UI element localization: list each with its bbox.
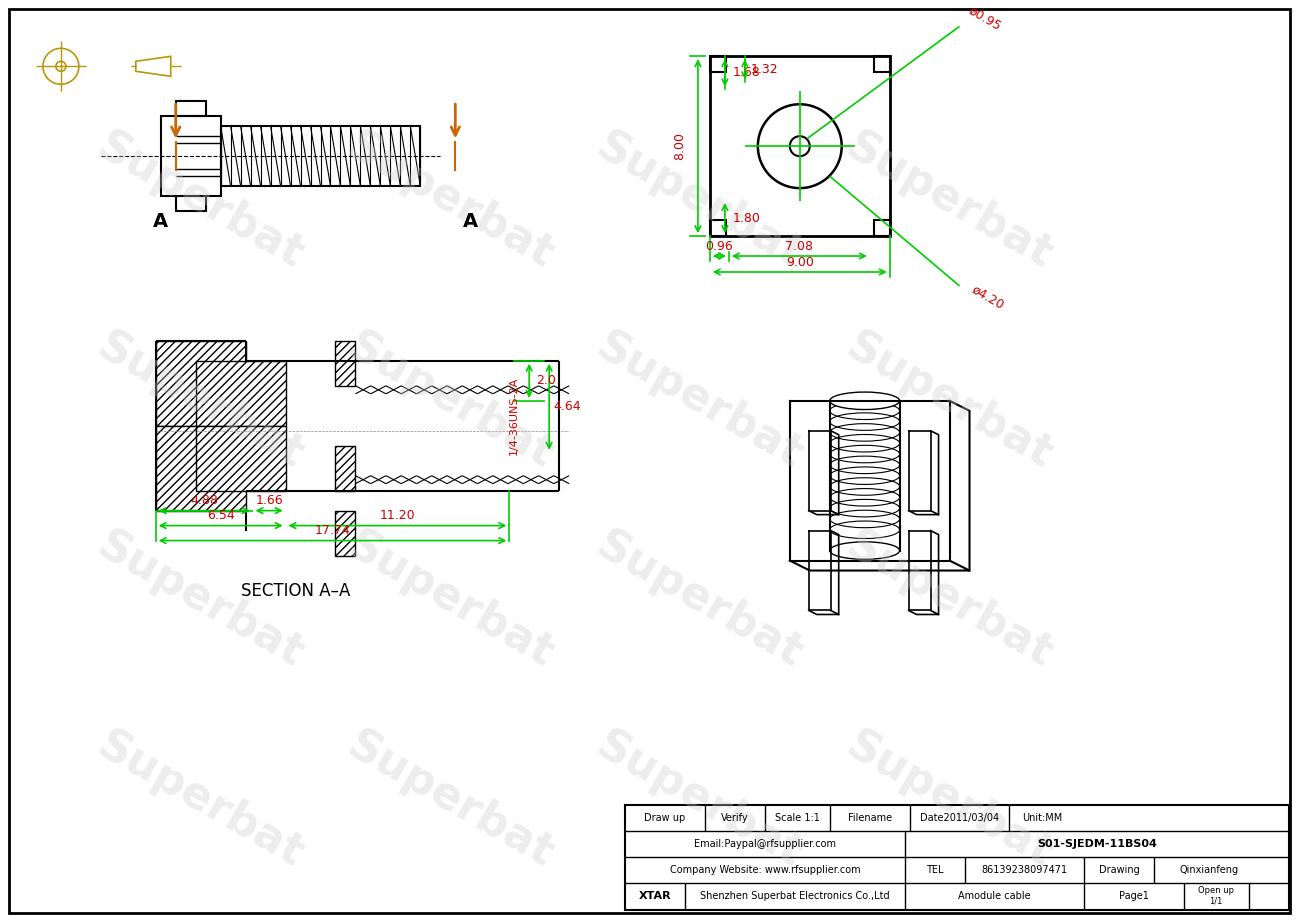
Text: 9.00: 9.00 [786, 255, 813, 269]
Text: 0.96: 0.96 [705, 239, 733, 252]
Text: Date2011/03/04: Date2011/03/04 [920, 813, 999, 823]
Bar [874, 220, 890, 236]
Text: ø4.20: ø4.20 [969, 284, 1005, 312]
Text: Superbat: Superbat [339, 124, 561, 277]
Text: 11.20: 11.20 [379, 509, 416, 522]
Text: 7.08: 7.08 [786, 239, 813, 252]
Text: Verify: Verify [721, 813, 748, 823]
Text: TEL: TEL [926, 865, 943, 875]
Text: Email:Paypal@rfsupplier.com: Email:Paypal@rfsupplier.com [694, 839, 835, 849]
Text: A: A [462, 212, 478, 230]
Text: Unit:MM: Unit:MM [1022, 813, 1063, 823]
Text: Scale 1:1: Scale 1:1 [774, 813, 820, 823]
Text: 1.80: 1.80 [733, 212, 761, 225]
Text: 1/4-36UNS-2A: 1/4-36UNS-2A [509, 377, 520, 455]
Text: ø0.95: ø0.95 [966, 4, 1003, 33]
Bar [711, 56, 890, 236]
Bar [175, 196, 205, 211]
Text: Shenzhen Superbat Electronics Co.,Ltd: Shenzhen Superbat Electronics Co.,Ltd [700, 891, 890, 901]
Bar [335, 341, 356, 386]
Text: Superbat: Superbat [90, 724, 312, 877]
Bar [335, 510, 356, 555]
Text: 4.64: 4.64 [553, 401, 581, 414]
Ellipse shape [830, 392, 900, 410]
Ellipse shape [830, 542, 900, 559]
Text: 6.54: 6.54 [207, 509, 235, 522]
Text: 2.0: 2.0 [536, 374, 556, 388]
Text: 1.68: 1.68 [733, 66, 761, 79]
Text: 4.88: 4.88 [190, 495, 218, 507]
Text: Superbat: Superbat [339, 524, 561, 677]
Text: Superbat: Superbat [90, 124, 312, 277]
Bar [221, 126, 421, 186]
Bar [156, 341, 246, 426]
Text: Superbat: Superbat [839, 524, 1060, 677]
Text: Open up
1/1: Open up 1/1 [1198, 886, 1234, 905]
Text: 17.74: 17.74 [314, 524, 351, 537]
Text: Superbat: Superbat [839, 324, 1060, 477]
Text: Superbat: Superbat [839, 124, 1060, 277]
Text: 86139238097471: 86139238097471 [981, 865, 1068, 875]
Text: SECTION A–A: SECTION A–A [240, 581, 351, 600]
Text: Qinxianfeng: Qinxianfeng [1179, 865, 1239, 875]
Text: Filename: Filename [848, 813, 891, 823]
Text: S01-SJEDM-11BS04: S01-SJEDM-11BS04 [1037, 839, 1156, 849]
Bar [625, 805, 1289, 910]
Text: 1.32: 1.32 [751, 63, 778, 76]
Bar [711, 56, 726, 73]
Text: Superbat: Superbat [590, 124, 811, 277]
Text: XTAR: XTAR [639, 891, 672, 901]
Bar [161, 116, 221, 196]
Text: Page1: Page1 [1120, 891, 1150, 901]
Bar [874, 56, 890, 73]
Bar [196, 361, 286, 426]
Text: 1.66: 1.66 [256, 495, 283, 507]
Bar [175, 101, 205, 116]
Bar [156, 426, 246, 510]
Text: Superbat: Superbat [90, 524, 312, 677]
Text: A: A [153, 212, 169, 230]
Text: Superbat: Superbat [90, 324, 312, 477]
Text: Superbat: Superbat [839, 724, 1060, 877]
Text: Superbat: Superbat [590, 524, 811, 677]
Bar [711, 220, 726, 236]
Bar [196, 426, 286, 491]
Text: Drawing: Drawing [1099, 865, 1139, 875]
Text: Superbat: Superbat [590, 724, 811, 877]
Text: 8.00: 8.00 [673, 133, 686, 160]
Text: Superbat: Superbat [339, 324, 561, 477]
Text: Draw up: Draw up [644, 813, 686, 823]
Text: Company Website: www.rfsupplier.com: Company Website: www.rfsupplier.com [669, 865, 860, 875]
Bar [335, 446, 356, 491]
Text: Superbat: Superbat [590, 324, 811, 477]
Text: Amodule cable: Amodule cable [959, 891, 1031, 901]
Text: Superbat: Superbat [339, 724, 561, 877]
